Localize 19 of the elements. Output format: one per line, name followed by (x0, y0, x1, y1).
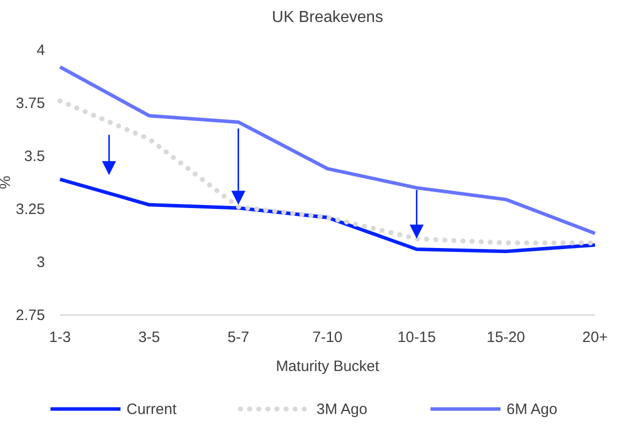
x-tick-label: 15-20 (486, 329, 526, 346)
x-tick-label: 20+ (582, 329, 608, 346)
y-tick-label: 4 (36, 42, 45, 59)
x-tick-label: 10-15 (397, 329, 436, 346)
legend-label: Current (126, 401, 178, 418)
x-tick-label: 1-3 (49, 329, 71, 346)
y-tick-label: 3.5 (24, 148, 45, 165)
line-series (58, 65, 597, 236)
legend-label: 6M Ago (506, 401, 558, 418)
x-tick-label: 3-5 (138, 329, 160, 346)
x-axis-title: Maturity Bucket (276, 358, 380, 375)
y-tick-label: 3 (36, 254, 45, 271)
y-tick-label: 2.75 (16, 307, 45, 324)
chart-title: UK Breakevens (272, 9, 384, 26)
x-tick-label: 5-7 (227, 329, 250, 346)
x-tick-label: 7-10 (312, 329, 343, 346)
y-tick-label: 3.25 (16, 201, 45, 218)
legend-label: 3M Ago (316, 401, 368, 418)
y-tick-label: 3.75 (16, 95, 45, 112)
